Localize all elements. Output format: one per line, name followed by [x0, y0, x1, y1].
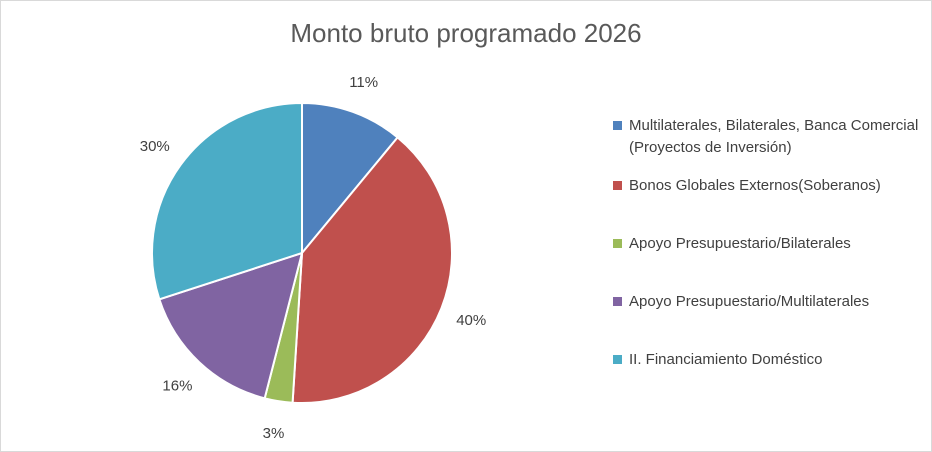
legend-swatch — [613, 297, 622, 306]
legend-label: Apoyo Presupuestario/Bilaterales — [629, 235, 851, 252]
legend-swatch — [613, 239, 622, 248]
legend-label: Bonos Globales Externos(Soberanos) — [629, 177, 881, 194]
pie-slice-apoyo-presupuestario-multilaterales — [158, 251, 304, 400]
legend-item: II. Financiamiento Doméstico — [613, 349, 925, 371]
pie-data-label: 3% — [263, 425, 285, 442]
chart-title: Monto bruto programado 2026 — [290, 18, 642, 48]
pie-slice-bonos-globales-externos-soberanos — [291, 136, 453, 404]
pie-data-label: 40% — [456, 312, 486, 329]
pie-slice-multilaterales-bilaterales-banca-comerci — [301, 101, 400, 256]
legend-label: Apoyo Presupuestario/Multilaterales — [629, 293, 870, 310]
legend-item: Apoyo Presupuestario/Bilaterales — [613, 233, 925, 255]
legend-swatch — [613, 181, 622, 190]
pie-data-label: 16% — [162, 378, 192, 395]
legend-label: Multilaterales, Bilaterales, Banca Comer… — [629, 117, 919, 156]
legend-swatch — [613, 355, 622, 364]
legend-item: Bonos Globales Externos(Soberanos) — [613, 175, 925, 197]
pie-slice-ii-financiamiento-domestico — [151, 101, 303, 301]
legend-label: II. Financiamiento Doméstico — [629, 351, 823, 368]
legend-swatch — [613, 121, 622, 130]
pie-data-label: 30% — [140, 138, 170, 155]
legend-item: Apoyo Presupuestario/Multilaterales — [613, 291, 925, 313]
legend-item: Multilaterales, Bilaterales, Banca Comer… — [613, 115, 925, 159]
pie-data-label: 11% — [349, 74, 378, 91]
